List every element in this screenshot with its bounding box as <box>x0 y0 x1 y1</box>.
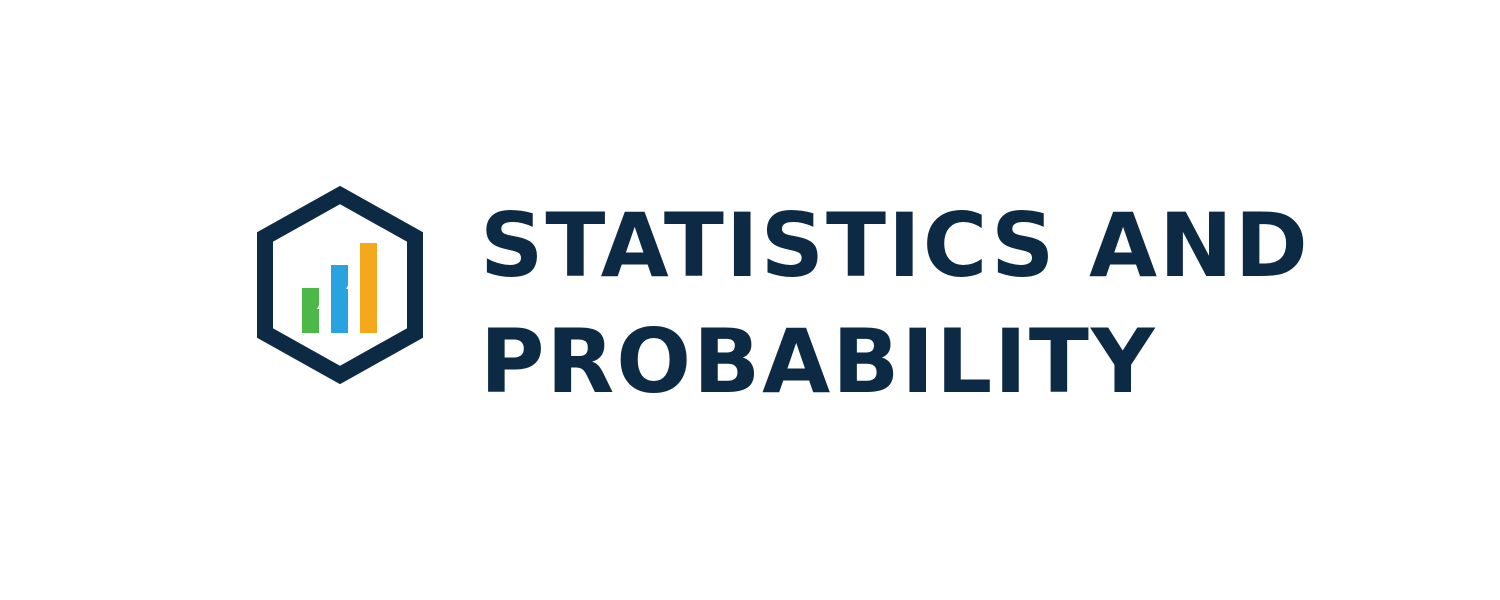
hexagon-frame <box>257 185 423 385</box>
title-line-1: STATISTICS AND <box>480 194 1310 297</box>
green-bar <box>302 288 319 333</box>
up-arrow-icon <box>317 297 330 333</box>
brand-title: STATISTICS AND PROBABILITY <box>480 188 1480 420</box>
title-line-2: PROBABILITY <box>480 310 1157 413</box>
hexagon-bar-chart-icon <box>257 185 423 385</box>
blue-bar <box>331 265 348 333</box>
up-arrow-icon <box>346 277 359 333</box>
orange-bar <box>360 243 377 333</box>
